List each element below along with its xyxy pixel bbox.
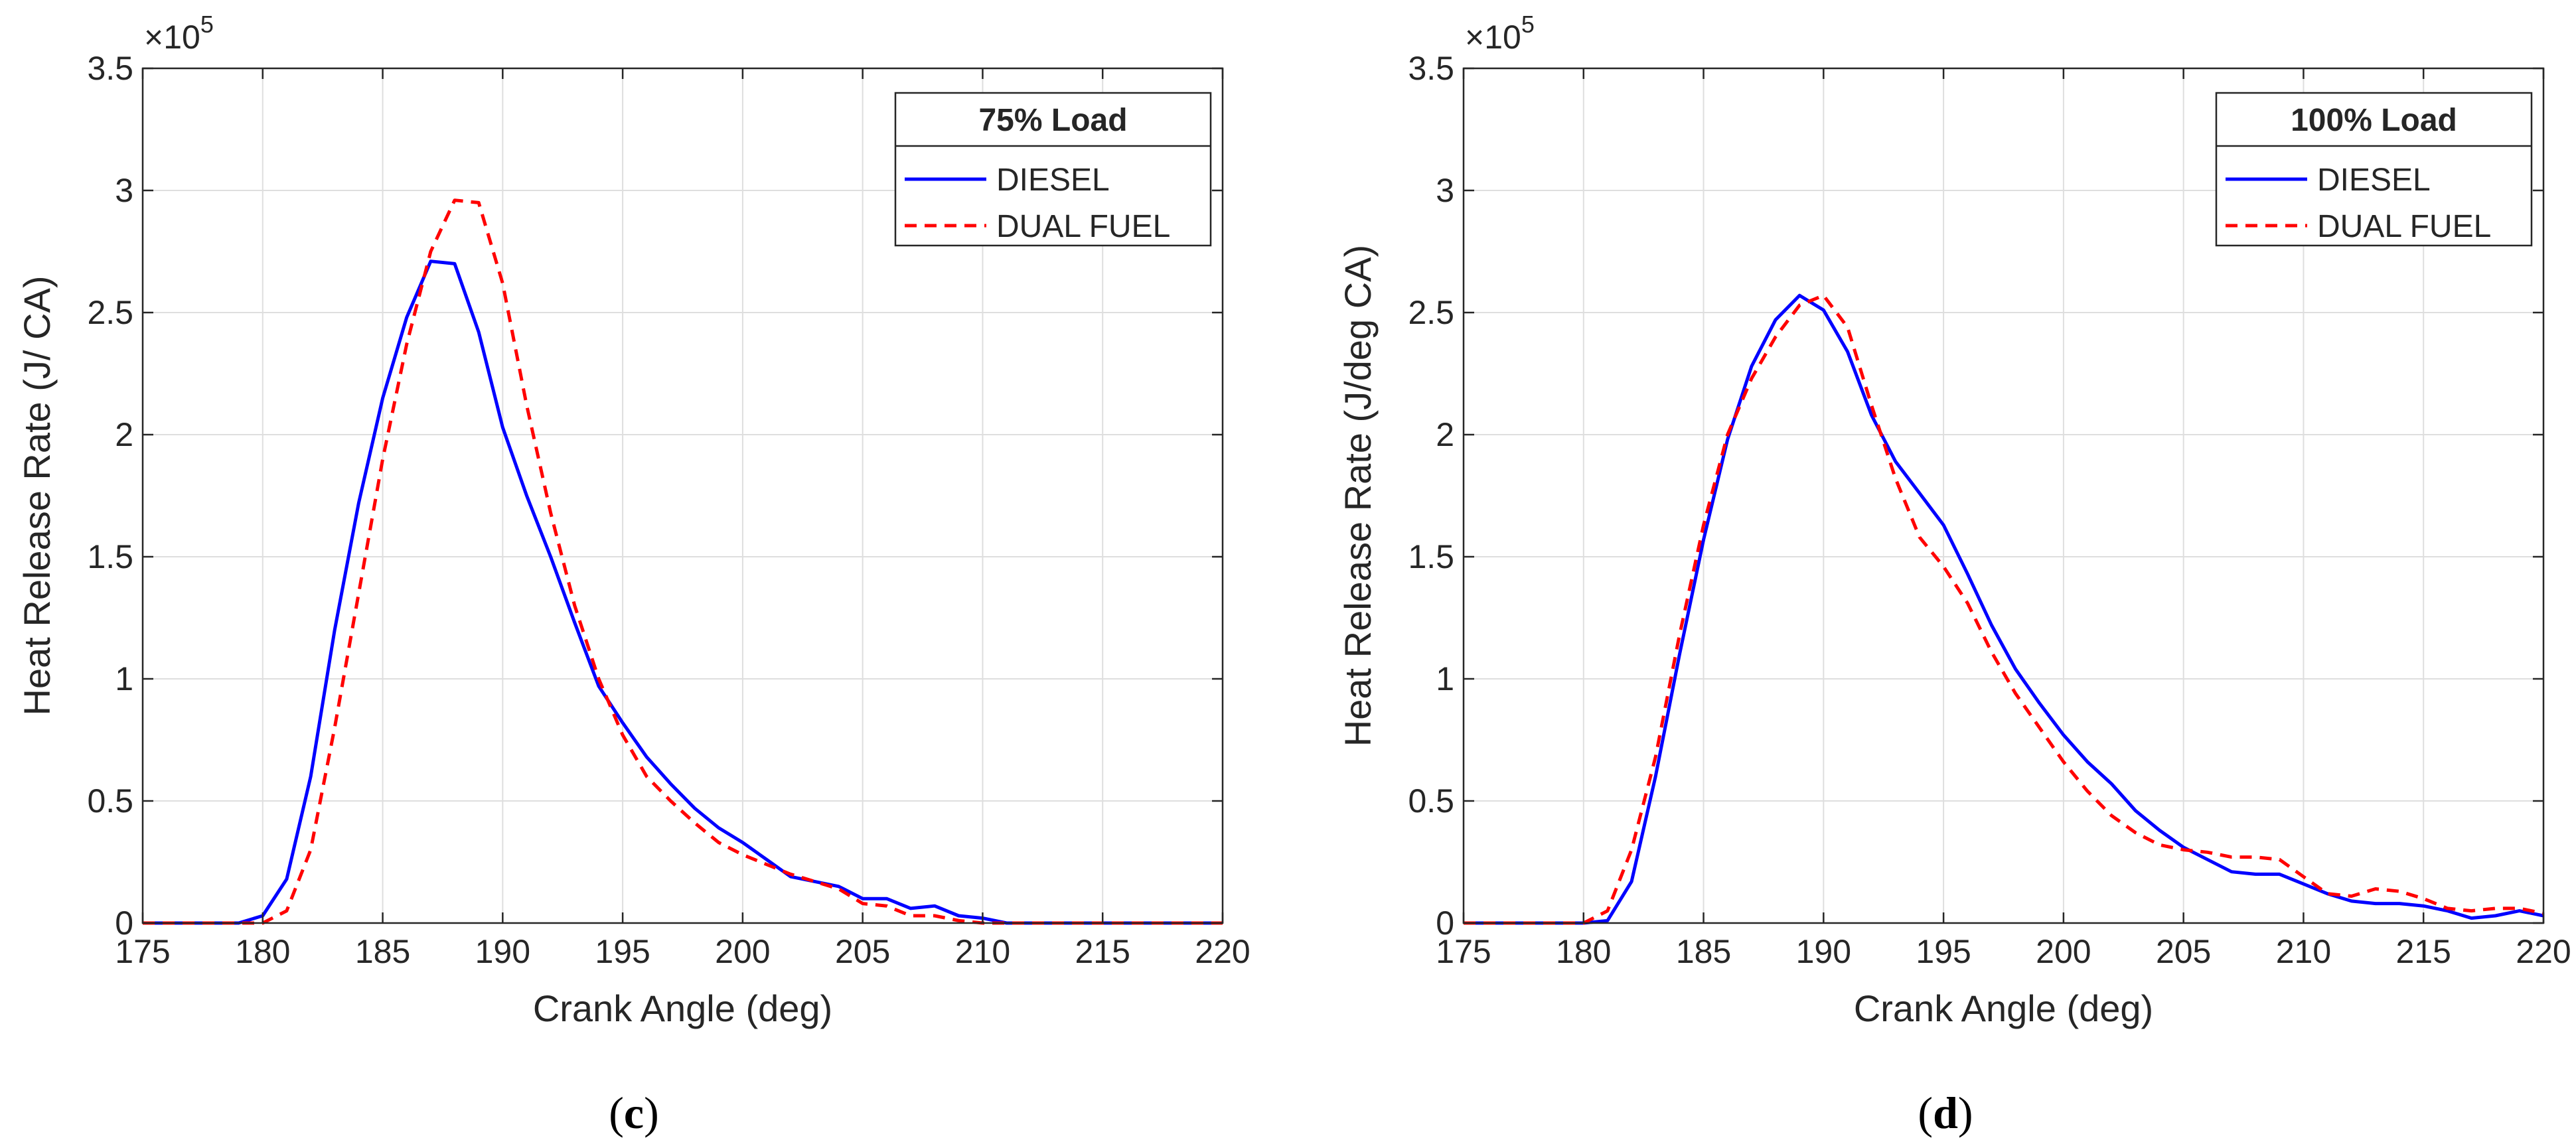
legend-label: DUAL FUEL [2317, 209, 2491, 244]
y-tick-label: 3 [115, 172, 133, 209]
x-tick-label: 185 [355, 933, 410, 970]
series-line-diesel [1464, 293, 2544, 925]
legend-label: DUAL FUEL [996, 209, 1170, 244]
x-tick-label: 220 [1195, 933, 1250, 970]
y-tick-label: 0.5 [87, 782, 133, 820]
x-tick-label: 205 [835, 933, 890, 970]
y-tick-label: 1.5 [1408, 538, 1454, 575]
x-tick-label: 205 [2156, 933, 2211, 970]
y-axis-label: Heat Release Rate (J/deg CA) [1337, 245, 1379, 747]
legend: 100% Load DIESEL DUAL FUEL [2215, 92, 2533, 247]
caption-letter: d [1933, 1088, 1958, 1138]
y-axis-label: Heat Release Rate (J/ CA) [16, 276, 58, 716]
legend-label: DIESEL [2317, 163, 2431, 198]
x-tick-label: 215 [2396, 933, 2451, 970]
y-tick-label: 1 [1436, 660, 1454, 697]
y-tick-label: 2.5 [87, 294, 133, 331]
x-axis-label: Crank Angle (deg) [533, 987, 832, 1029]
y-tick-label: 0.5 [1408, 782, 1454, 820]
panel-caption: (c) [609, 1088, 659, 1138]
legend: 75% Load DIESEL DUAL FUEL [894, 92, 1212, 247]
x-tick-label: 210 [955, 933, 1010, 970]
x-tick-label: 220 [2516, 933, 2571, 970]
x-tick-label: 175 [115, 933, 170, 970]
panel-c: 175 180 185 190 195 200 205 210 215 220 0 0.5 1 1.5 2 2… [16, 11, 1250, 1138]
x-tick-label: 200 [2036, 933, 2091, 970]
y-tick-label: 0 [1436, 904, 1454, 942]
x-tick-label: 195 [1916, 933, 1971, 970]
caption-close-paren: ) [1958, 1088, 1973, 1138]
y-tick-label: 3 [1436, 172, 1454, 209]
caption-close-paren: ) [644, 1088, 659, 1138]
x-tick-label: 190 [1796, 933, 1851, 970]
series-line-dual-fuel [1464, 293, 2544, 925]
y-tick-label: 2 [115, 416, 133, 453]
legend-title: 75% Load [978, 103, 1127, 138]
panel-caption: (d) [1918, 1088, 1973, 1138]
x-tick-label: 215 [1075, 933, 1130, 970]
y-exponent-power: 5 [200, 11, 214, 38]
x-axis-label: Crank Angle (deg) [1854, 987, 2153, 1029]
legend-box [2215, 92, 2533, 247]
y-exponent-base: ×10 [1465, 19, 1521, 56]
x-tick-label: 195 [595, 933, 650, 970]
y-tick-label: 1 [115, 660, 133, 697]
legend-label: DIESEL [996, 163, 1110, 198]
legend-box [894, 92, 1212, 247]
x-tick-label: 180 [235, 933, 290, 970]
axes-box [1462, 67, 2545, 924]
x-tick-label: 210 [2276, 933, 2331, 970]
x-tick-label: 180 [1556, 933, 1611, 970]
panel-d: 175 180 185 190 195 200 205 210 215 220 0 0.5 1 1.5 2 2… [1337, 11, 2571, 1138]
y-tick-label: 2.5 [1408, 294, 1454, 331]
x-tick-label: 200 [715, 933, 770, 970]
x-tick-label: 190 [475, 933, 530, 970]
y-tick-label: 0 [115, 904, 133, 942]
y-tick-label: 1.5 [87, 538, 133, 575]
y-exponent-label: ×105 [144, 11, 214, 56]
y-tick-label: 3.5 [1408, 50, 1454, 87]
caption-open-paren: ( [609, 1088, 624, 1138]
y-tick-label: 2 [1436, 416, 1454, 453]
y-exponent-power: 5 [1521, 11, 1535, 38]
x-tick-label: 185 [1676, 933, 1731, 970]
caption-open-paren: ( [1918, 1088, 1933, 1138]
x-tick-label: 175 [1436, 933, 1491, 970]
caption-letter: c [624, 1088, 644, 1138]
y-exponent-label: ×105 [1465, 11, 1535, 56]
axes-box [141, 67, 1224, 924]
y-exponent-base: ×10 [144, 19, 200, 56]
y-tick-label: 3.5 [87, 50, 133, 87]
legend-title: 100% Load [2291, 103, 2457, 138]
